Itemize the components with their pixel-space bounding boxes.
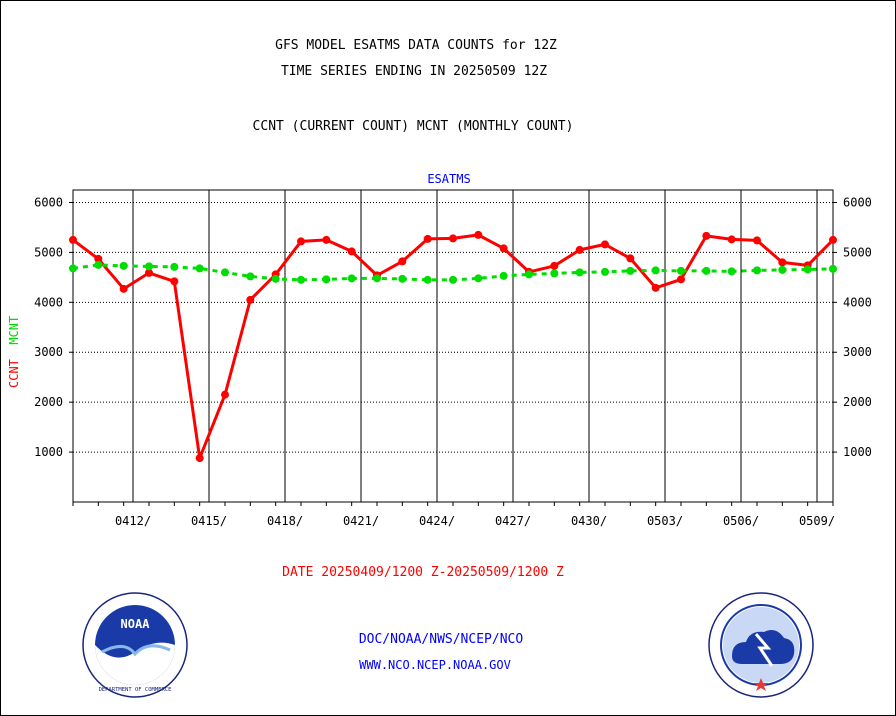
data-point-ccnt xyxy=(651,283,660,292)
data-point-ccnt xyxy=(322,235,331,244)
svg-text:DEPARTMENT OF COMMERCE: DEPARTMENT OF COMMERCE xyxy=(99,687,172,693)
data-point-ccnt xyxy=(499,244,508,253)
data-point-ccnt xyxy=(297,237,305,246)
date-range-label: DATE 20250409/1200 Z-20250509/1200 Z xyxy=(282,565,564,580)
x-tick-label: 0506/ xyxy=(723,514,759,528)
data-point-ccnt xyxy=(69,235,77,244)
data-point-mcnt xyxy=(69,264,77,273)
data-point-mcnt xyxy=(778,265,787,274)
x-tick-label: 0424/ xyxy=(419,514,455,528)
data-point-ccnt xyxy=(221,390,229,399)
data-point-ccnt xyxy=(829,235,837,244)
data-point-ccnt xyxy=(727,235,736,244)
data-point-mcnt xyxy=(271,274,280,283)
data-point-mcnt xyxy=(803,265,812,274)
nws-logo xyxy=(708,592,814,698)
data-point-mcnt xyxy=(474,274,483,283)
data-point-ccnt xyxy=(677,275,685,284)
data-point-mcnt xyxy=(145,262,153,271)
noaa-logo: NOAA DEPARTMENT OF COMMERCE xyxy=(82,592,188,698)
data-point-mcnt xyxy=(347,274,356,283)
grid-layer xyxy=(73,190,833,502)
x-tick-label: 0503/ xyxy=(647,514,683,528)
y-tick-label-right: 2000 xyxy=(843,395,872,409)
data-point-ccnt xyxy=(398,257,407,266)
data-point-ccnt xyxy=(246,295,255,304)
data-point-mcnt xyxy=(119,261,128,270)
credit-line-org: DOC/NOAA/NWS/NCEP/NCO xyxy=(358,632,524,647)
data-point-mcnt xyxy=(829,264,837,273)
x-tick-label: 0412/ xyxy=(115,514,151,528)
data-point-mcnt xyxy=(221,268,229,277)
y-tick-label-right: 5000 xyxy=(843,245,872,259)
plot-border xyxy=(72,189,834,503)
y-tick-label-left: 5000 xyxy=(34,245,63,259)
data-point-mcnt xyxy=(170,262,179,271)
x-tick-label: 0430/ xyxy=(571,514,607,528)
x-tick-label: 0418/ xyxy=(267,514,303,528)
y-tick-label-right: 4000 xyxy=(843,295,872,309)
data-point-ccnt xyxy=(449,234,457,243)
data-point-mcnt xyxy=(651,266,660,275)
data-point-mcnt xyxy=(297,275,305,284)
panel-title: ESATMS xyxy=(427,172,471,186)
y-tick-label-right: 1000 xyxy=(843,445,872,459)
data-point-ccnt xyxy=(423,234,432,243)
svg-text:NOAA: NOAA xyxy=(121,617,151,631)
data-point-ccnt xyxy=(474,230,483,239)
y-tick-label-left: 6000 xyxy=(34,195,63,209)
data-point-mcnt xyxy=(525,270,533,279)
data-point-mcnt xyxy=(550,269,559,278)
data-point-ccnt xyxy=(601,240,609,249)
data-point-mcnt xyxy=(94,260,103,269)
chart-title-line1: GFS MODEL ESATMS DATA COUNTS for 12Z xyxy=(275,38,557,53)
data-point-ccnt xyxy=(778,258,787,267)
x-tick-label: 0415/ xyxy=(191,514,227,528)
data-point-ccnt xyxy=(195,454,204,463)
data-point-ccnt xyxy=(145,268,153,277)
data-point-ccnt xyxy=(347,247,356,256)
data-point-mcnt xyxy=(423,275,432,284)
data-point-mcnt xyxy=(398,274,407,283)
x-tick-label: 0427/ xyxy=(495,514,531,528)
chart-title-line3: CCNT (CURRENT COUNT) MCNT (MONTHLY COUNT… xyxy=(252,119,574,134)
x-tick-label: 0421/ xyxy=(343,514,379,528)
data-point-mcnt xyxy=(449,275,457,284)
y-tick-label-left: 2000 xyxy=(34,395,63,409)
data-point-mcnt xyxy=(195,264,204,273)
y-tick-label-left: 4000 xyxy=(34,295,63,309)
y-tick-label-right: 3000 xyxy=(843,345,872,359)
data-point-mcnt xyxy=(499,271,508,280)
data-point-mcnt xyxy=(373,274,381,283)
data-point-ccnt xyxy=(550,261,559,270)
x-tick-label: 0509/ xyxy=(799,514,835,528)
data-point-ccnt xyxy=(626,254,635,263)
credit-line-url: WWW.NCO.NCEP.NOAA.GOV xyxy=(359,658,511,672)
data-point-mcnt xyxy=(626,266,635,275)
data-point-mcnt xyxy=(702,266,711,275)
data-point-ccnt xyxy=(170,277,179,286)
data-point-ccnt xyxy=(753,236,761,245)
data-point-mcnt xyxy=(322,275,331,284)
data-point-mcnt xyxy=(575,268,584,277)
y-tick-label-right: 6000 xyxy=(843,195,872,209)
data-point-mcnt xyxy=(727,267,736,276)
axis-layer: 1000 1000 2000 2000 3000 3000 4000 4000 5000 5000… xyxy=(34,189,872,528)
data-point-mcnt xyxy=(753,266,761,275)
y-tick-label-left: 1000 xyxy=(34,445,63,459)
data-point-ccnt xyxy=(702,231,711,240)
data-point-ccnt xyxy=(119,284,128,293)
y-tick-label-left: 3000 xyxy=(34,345,63,359)
data-point-mcnt xyxy=(677,266,685,275)
data-point-mcnt xyxy=(601,267,609,276)
data-point-ccnt xyxy=(94,254,103,263)
data-point-mcnt xyxy=(246,272,255,281)
series-layer xyxy=(69,230,837,463)
data-point-ccnt xyxy=(575,245,584,254)
chart-title-line2: TIME SERIES ENDING IN 20250509 12Z xyxy=(280,64,548,79)
